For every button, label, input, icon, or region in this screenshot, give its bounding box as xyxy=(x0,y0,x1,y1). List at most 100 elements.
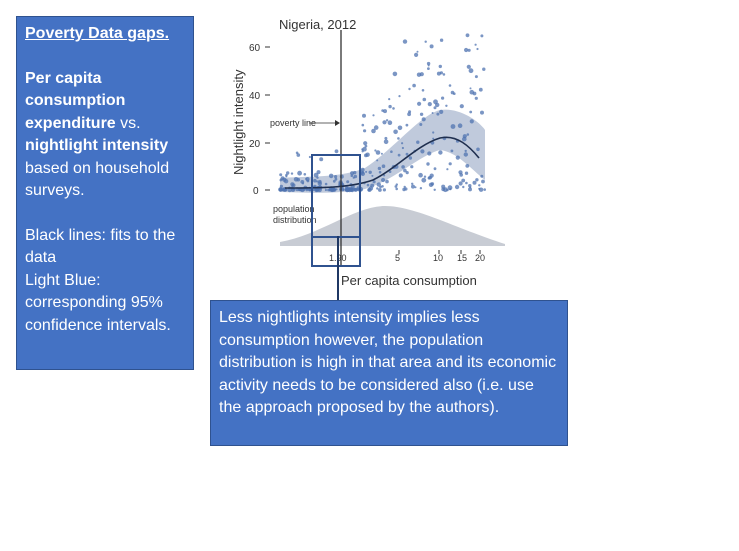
scatter-point xyxy=(353,170,357,175)
scatter-point xyxy=(295,151,299,155)
population-label-2: distribution xyxy=(273,215,317,225)
scatter-point xyxy=(475,178,479,182)
population-label-1: population xyxy=(273,204,315,214)
bold-nightlight: nightlight intensity xyxy=(25,137,169,154)
scatter-point xyxy=(381,177,386,183)
scatter-point xyxy=(334,175,338,179)
scatter-point xyxy=(285,175,288,178)
scatter-point xyxy=(385,119,389,122)
scatter-point xyxy=(462,134,467,139)
scatter-point xyxy=(316,180,319,183)
scatter-point xyxy=(448,162,452,166)
scatter-point xyxy=(402,39,408,44)
scatter-point xyxy=(483,188,487,191)
scatter-point xyxy=(423,175,427,178)
scatter-point xyxy=(382,120,387,125)
scatter-point xyxy=(480,110,484,115)
y-ticks: 0 20 40 60 xyxy=(249,43,270,197)
scatter-point xyxy=(405,123,409,127)
scatter-point xyxy=(344,187,350,193)
scatter-point xyxy=(433,167,437,171)
scatter-point xyxy=(414,186,417,189)
scatter-point xyxy=(414,52,419,58)
scatter-point xyxy=(424,40,427,43)
scatter-point xyxy=(463,152,468,157)
x-axis-label: Per capita consumption xyxy=(341,273,477,288)
scatter-point xyxy=(427,67,430,70)
scatter-point xyxy=(416,140,420,144)
scatter-point xyxy=(420,149,425,154)
x-tick-15: 15 xyxy=(457,253,467,263)
scatter-point xyxy=(419,187,423,190)
scatter-point xyxy=(366,183,370,187)
scatter-point xyxy=(401,146,404,150)
scatter-point xyxy=(397,125,403,131)
scatter-point xyxy=(447,185,453,191)
scatter-point xyxy=(419,123,423,126)
scatter-point xyxy=(346,180,350,184)
scatter-point xyxy=(363,141,368,146)
scatter-point xyxy=(383,139,389,145)
confidence-band xyxy=(280,109,485,193)
scatter-point xyxy=(290,182,295,187)
scatter-point xyxy=(481,179,485,184)
scatter-point xyxy=(390,150,393,153)
y-axis-label: Nightlight intensity xyxy=(231,69,246,175)
scatter-point xyxy=(429,44,434,49)
scatter-point xyxy=(436,112,440,116)
scatter-point xyxy=(378,188,382,192)
scatter-point xyxy=(398,173,403,178)
scatter-point xyxy=(370,183,375,188)
scatter-point xyxy=(469,110,473,114)
y-tick-60: 60 xyxy=(249,43,261,54)
scatter-point xyxy=(454,184,460,190)
scatter-point xyxy=(388,104,392,109)
scatter-point xyxy=(403,185,406,189)
scatter-point xyxy=(280,176,285,181)
scatter-point xyxy=(421,177,427,183)
scatter-point xyxy=(319,157,324,162)
scatter-point xyxy=(426,61,431,66)
scatter-point xyxy=(300,187,305,193)
scatter-point xyxy=(296,153,301,157)
scatter-point xyxy=(305,188,309,192)
scatter-point xyxy=(480,174,484,178)
scatter-point xyxy=(476,47,479,51)
scatter-point xyxy=(430,182,435,186)
scatter-point xyxy=(282,188,286,192)
scatter-point xyxy=(458,181,463,186)
scatter-point xyxy=(418,172,423,178)
scatter-point xyxy=(330,187,335,193)
scatter-point xyxy=(381,185,384,188)
scatter-point xyxy=(388,98,391,101)
scatter-point xyxy=(279,184,283,188)
scatter-point xyxy=(421,89,425,92)
scatter-point xyxy=(417,101,422,106)
black-lines-note: Black lines: fits to the data xyxy=(25,226,176,267)
scatter-point xyxy=(376,182,381,187)
note-text: Less nightlights intensity implies less … xyxy=(219,309,557,416)
scatter-point xyxy=(465,181,468,185)
scatter-point xyxy=(385,179,389,184)
scatter-point xyxy=(365,152,370,157)
scatter-point xyxy=(371,128,376,134)
scatter-point xyxy=(464,47,469,53)
scatter-point xyxy=(313,172,319,178)
scatter-point xyxy=(353,188,357,192)
scatter-point xyxy=(478,87,483,92)
scatter-point xyxy=(432,137,435,140)
scatter-point xyxy=(427,102,432,107)
scatter-point xyxy=(407,112,411,117)
scatter-point xyxy=(365,170,368,173)
scatter-point xyxy=(465,33,470,38)
x-tick-10: 10 xyxy=(433,253,443,263)
scatter-point xyxy=(372,114,375,117)
scatter-point xyxy=(381,164,386,168)
scatter-point xyxy=(468,184,472,188)
scatter-point xyxy=(465,164,470,168)
scatter-point xyxy=(376,187,379,190)
scatter-point xyxy=(368,170,372,174)
scatter-point xyxy=(377,166,382,171)
scatter-point xyxy=(350,187,353,190)
scatter-point xyxy=(334,149,339,154)
